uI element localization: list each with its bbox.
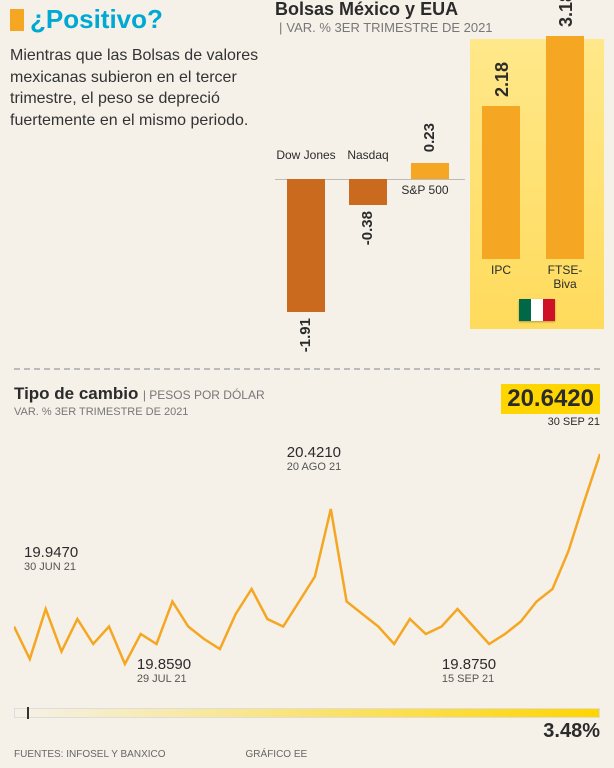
bar-chart: Dow Jones-1.91Nasdaq-0.38S&P 5000.23 IPC… [275,39,604,329]
fx-pct-change: 3.48% [14,720,600,743]
mexico-flag-icon [519,299,555,321]
sources-text: FUENTES: INFOSEL Y BANXICO [14,749,166,760]
main-title: ¿Positivo? [30,4,163,35]
fx-latest-date: 30 SEP 21 [501,416,600,428]
bar-nasdaq [349,179,387,206]
fx-latest-value: 20.6420 [501,384,600,414]
bar-chart-title: Bolsas México y EUA [275,0,604,20]
line-chart: 19.947030 JUN 21 19.859029 JUL 21 20.42102… [14,434,600,704]
accent-block [10,9,24,31]
intro-text: Mientras que las Bolsas de valores mexic… [10,45,275,131]
fx-subline: VAR. % 3ER TRIMESTRE DE 2021 [14,406,265,418]
fx-unit: | PESOS POR DÓLAR [143,388,265,402]
credit-text: GRÁFICO EE [246,749,308,760]
bar-ipc [482,106,520,259]
fx-annotation: 20.421020 AGO 21 [287,444,341,474]
fx-annotation: 19.875015 SEP 21 [442,656,496,686]
us-zone: Dow Jones-1.91Nasdaq-0.38S&P 5000.23 [275,39,465,329]
bar-chart-subtitle: |VAR. % 3ER TRIMESTRE DE 2021 [275,20,604,35]
fx-annotation: 19.859029 JUL 21 [137,656,191,686]
pct-bar-marker [27,707,29,719]
bar-dow-jones [287,179,325,313]
mx-zone: IPC2.18FTSE-Biva3.18 [470,39,604,329]
divider [14,368,600,370]
fx-title: Tipo de cambio [14,384,138,403]
fx-annotation: 19.947030 JUN 21 [24,544,78,574]
bar-ftse-biva [546,36,584,259]
bar-s-p-500 [411,163,449,179]
pct-bar [14,708,600,718]
